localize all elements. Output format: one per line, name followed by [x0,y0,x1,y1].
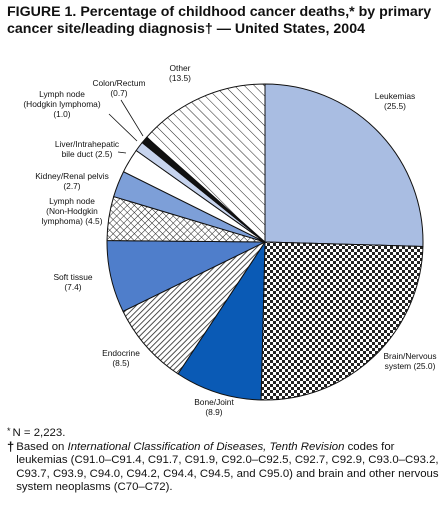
slice-label-line: (7.4) [64,282,81,292]
leader-line-lymph-node-hodgkin-lymphoma [108,113,138,142]
pie-slice-endocrine [122,241,266,375]
footnote-n: * N = 2,223. [7,427,439,441]
slice-label-brain-nervous-system: Brain/Nervous system (25.0) [383,351,436,371]
slice-label-line: bile duct (2.5) [62,149,113,159]
leader-line-liver-intrahepatic-bile-duct [117,151,127,154]
pie-slice-bone-joint [177,241,266,401]
footnote-icd: † Based on International Classification … [7,438,439,495]
leader-line-colon-rectum [120,99,144,137]
slice-label-line: system (25.0) [385,361,436,371]
footnote-marker: * [7,426,11,436]
slice-label-line: Lymph node [39,89,85,99]
slice-label-line: Liver/Intrahepatic [55,139,119,149]
slice-label-lymph-node-non-hodgkin-lymphoma: Lymph node (Non-Hodgkin lymphoma) (4.5) [42,196,103,226]
slice-label-leukemias: Leukemias (25.5) [375,91,416,111]
slice-label-lymph-node-hodgkin-lymphoma: Lymph node (Hodgkin lymphoma) (1.0) [23,89,100,119]
slice-label-line: Kidney/Renal pelvis [35,171,109,181]
slice-label-line: (2.7) [63,181,80,191]
pie-slice-other [146,83,266,243]
slice-label-colon-rectum: Colon/Rectum (0.7) [92,78,145,98]
slice-label-line: Other [170,63,191,73]
slice-label-other: Other (13.5) [169,63,191,83]
pie-slice-leukemias [264,83,424,247]
footnote-marker: † [7,438,15,454]
slice-label-kidney-renal-pelvis: Kidney/Renal pelvis (2.7) [35,171,109,191]
footnote-text-italic: International Classification of Diseases… [67,440,345,453]
slice-label-line: (1.0) [53,109,70,119]
slice-label-line: (8.9) [205,407,222,417]
slice-label-endocrine: Endocrine (8.5) [102,348,140,368]
slice-label-bone-joint: Bone/Joint (8.9) [194,397,234,417]
slice-label-line: Colon/Rectum [92,78,145,88]
slice-label-line: (0.7) [110,88,127,98]
slice-label-line: Leukemias [375,91,416,101]
slice-label-line: lymphoma) (4.5) [42,216,103,226]
slice-label-line: Endocrine [102,348,140,358]
slice-label-line: Soft tissue [53,272,92,282]
slice-label-line: Lymph node [49,196,95,206]
slice-label-liver-intrahepatic-bile-duct: Liver/Intrahepatic bile duct (2.5) [55,139,119,159]
slice-label-line: Bone/Joint [194,397,234,407]
footnote-text-part: codes for leukemias (C91.0–C91.4, C91.7,… [16,440,439,494]
slice-label-line: (13.5) [169,73,191,83]
slice-label-line: (Non-Hodgkin [46,206,98,216]
footnote-text: N = 2,223. [12,427,66,439]
footnotes: * N = 2,223. † Based on International Cl… [7,427,439,495]
slice-label-line: (25.5) [384,101,406,111]
figure-title: FIGURE 1. Percentage of childhood cancer… [7,4,432,37]
pie-slice-brain-nervous-system [260,241,424,401]
slice-label-line: Brain/Nervous [383,351,436,361]
slice-label-line: (Hodgkin lymphoma) [23,99,100,109]
slice-label-soft-tissue: Soft tissue (7.4) [53,272,92,292]
footnote-text: Based on International Classification of… [14,441,439,495]
slice-label-line: (8.5) [112,358,129,368]
footnote-text-part: Based on [16,440,68,453]
